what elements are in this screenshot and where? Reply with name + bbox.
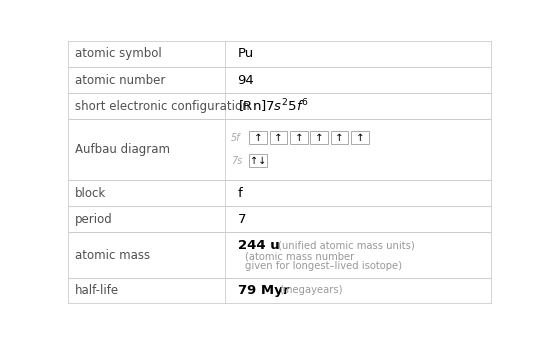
FancyBboxPatch shape	[250, 154, 267, 167]
Text: period: period	[75, 213, 112, 226]
Text: (unified atomic mass units): (unified atomic mass units)	[278, 240, 414, 250]
FancyBboxPatch shape	[310, 131, 328, 144]
Text: ↑: ↑	[315, 133, 324, 142]
Text: 79 Myr: 79 Myr	[238, 284, 289, 297]
FancyBboxPatch shape	[331, 131, 348, 144]
Text: 94: 94	[238, 73, 254, 87]
Text: f: f	[238, 187, 242, 200]
Text: ↑↓: ↑↓	[250, 156, 266, 166]
Text: atomic mass: atomic mass	[75, 249, 150, 261]
Text: Pu: Pu	[238, 47, 254, 61]
Text: block: block	[75, 187, 106, 200]
Text: given for longest–lived isotope): given for longest–lived isotope)	[245, 261, 402, 271]
FancyBboxPatch shape	[351, 131, 369, 144]
Text: Aufbau diagram: Aufbau diagram	[75, 143, 170, 156]
Text: ↑: ↑	[355, 133, 364, 142]
Text: atomic symbol: atomic symbol	[75, 47, 162, 61]
Text: short electronic configuration: short electronic configuration	[75, 100, 249, 113]
Text: $\mathregular{[Rn]7}s^{\mathregular{2}}\mathregular{5}f^{\mathregular{6}}$: $\mathregular{[Rn]7}s^{\mathregular{2}}\…	[238, 98, 308, 115]
Text: atomic number: atomic number	[75, 73, 165, 87]
Text: ↑: ↑	[294, 133, 303, 142]
Text: ↑: ↑	[254, 133, 263, 142]
FancyBboxPatch shape	[290, 131, 308, 144]
Text: ↑: ↑	[274, 133, 283, 142]
Text: 7: 7	[238, 213, 246, 226]
Text: half-life: half-life	[75, 284, 118, 297]
Text: 5f: 5f	[231, 133, 241, 142]
Text: (atomic mass number: (atomic mass number	[245, 251, 354, 261]
Text: 7s: 7s	[231, 156, 242, 166]
Text: ↑: ↑	[335, 133, 344, 142]
FancyBboxPatch shape	[250, 131, 267, 144]
Text: 244 u: 244 u	[238, 239, 279, 252]
FancyBboxPatch shape	[270, 131, 287, 144]
Text: (megayears): (megayears)	[279, 285, 342, 295]
